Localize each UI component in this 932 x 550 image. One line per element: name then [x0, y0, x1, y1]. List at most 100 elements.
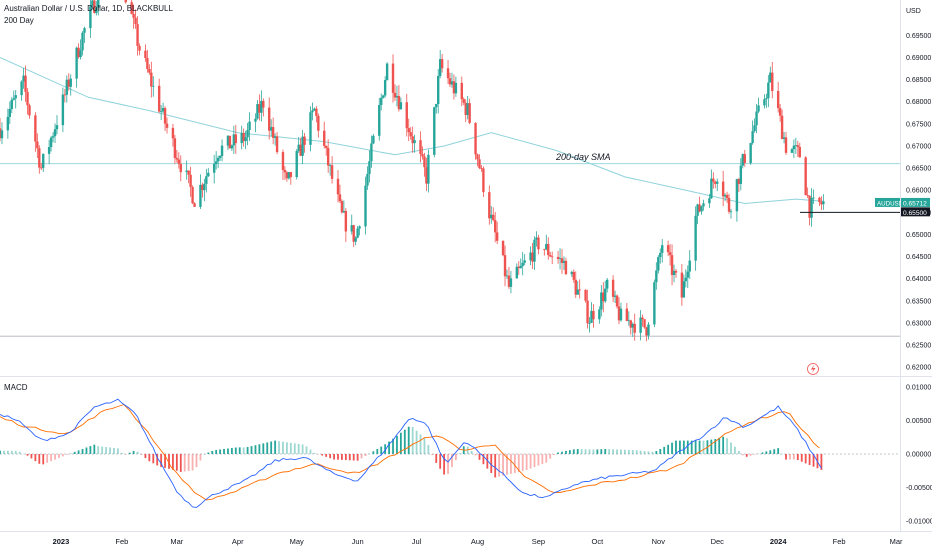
macd-histogram-bar: [274, 440, 277, 454]
time-tick-label: 2023: [53, 537, 70, 546]
candle-body: [619, 308, 623, 321]
indicator-label[interactable]: 200 Day: [4, 16, 34, 25]
candle-body: [218, 156, 222, 158]
macd-histogram-bar: [368, 453, 371, 455]
candle-body: [572, 271, 575, 280]
candle-body: [38, 148, 41, 168]
candle-body: [163, 108, 167, 124]
macd-histogram-bar: [545, 454, 548, 463]
macd-histogram-bar: [651, 451, 654, 454]
candle-body: [657, 257, 660, 271]
candle-body: [625, 308, 629, 321]
lightning-icon: [811, 365, 816, 373]
time-tick-label: Jun: [352, 537, 364, 546]
candle-body: [545, 244, 548, 250]
macd-histogram-bar: [168, 454, 170, 469]
candle-body: [806, 194, 809, 196]
candle-body: [782, 137, 786, 140]
candle-body: [437, 75, 440, 105]
candle-body: [423, 156, 426, 168]
candle-body: [492, 214, 495, 221]
macd-histogram-bar: [344, 454, 347, 461]
macd-histogram-bar: [179, 454, 182, 472]
macd-histogram-bar: [313, 452, 316, 454]
candle-body: [301, 136, 304, 156]
candle-body: [822, 201, 825, 205]
macd-histogram-bar: [54, 454, 56, 460]
macd-histogram-bar: [207, 452, 210, 454]
candle-body: [460, 82, 463, 100]
macd-histogram-bar: [757, 453, 760, 455]
candle-body: [199, 184, 202, 207]
candle-body: [684, 277, 688, 282]
macd-histogram-bar: [321, 454, 324, 456]
candle-body: [364, 185, 367, 227]
macd-label[interactable]: MACD: [4, 383, 28, 392]
symbol-title[interactable]: Australian Dollar / U.S. Dollar, 1D, BLA…: [4, 4, 173, 13]
macd-histogram-bar: [655, 451, 658, 454]
macd-histogram-bar: [745, 454, 748, 457]
price-tick-label: 0.64500: [906, 254, 931, 261]
macd-histogram-bar: [211, 451, 214, 454]
candle-body: [425, 167, 428, 184]
candle-body: [578, 289, 581, 291]
macd-histogram-bar: [246, 447, 249, 454]
candle-body: [63, 94, 67, 96]
candle-body: [438, 59, 442, 76]
macd-histogram-bar: [238, 447, 241, 454]
candle-body: [509, 278, 513, 287]
macd-histogram-bar: [0, 450, 1, 454]
candle-body: [268, 107, 271, 131]
macd-tick-label: -0.00500: [906, 485, 932, 492]
macd-line: [0, 398, 822, 508]
macd-histogram-bar: [172, 454, 174, 470]
macd-histogram-bar: [93, 444, 96, 454]
candle-body: [725, 194, 729, 199]
macd-histogram-bar: [568, 450, 571, 454]
candle-body: [393, 92, 397, 98]
candle-body: [173, 138, 177, 158]
candle-body: [674, 270, 678, 273]
candle-body: [271, 127, 275, 138]
candle-body: [446, 68, 450, 79]
macd-histogram-bar: [113, 447, 115, 454]
macd-histogram-bar: [14, 450, 17, 454]
candle-body: [613, 295, 617, 297]
candle-body: [269, 127, 273, 131]
symbol-tag-label[interactable]: AUDUSD: [877, 200, 904, 207]
candle-body: [798, 146, 801, 158]
candle-body: [370, 143, 373, 162]
candle-body: [584, 289, 587, 301]
price-tick-label: 0.65000: [906, 232, 931, 239]
candle-body: [75, 47, 78, 79]
candle-body: [323, 130, 326, 146]
candle-body: [645, 327, 648, 336]
macd-histogram-bar: [580, 449, 583, 454]
macd-histogram-bar: [183, 454, 186, 472]
candle-body: [187, 170, 190, 175]
candle-body: [254, 118, 257, 122]
candle-body: [493, 220, 497, 233]
candle-body: [232, 134, 236, 146]
macd-histogram-bar: [227, 448, 229, 454]
candle-body: [427, 154, 430, 184]
candle-body: [796, 145, 800, 147]
candle-body: [150, 72, 153, 87]
price-tick-label: 0.66500: [906, 166, 931, 173]
macd-tick-label: 0.01000: [906, 385, 931, 392]
macd-histogram-bar: [199, 454, 202, 461]
macd-histogram-bar: [30, 454, 33, 459]
candle-body: [10, 99, 13, 109]
macd-histogram-bar: [502, 454, 504, 476]
candle-body: [83, 28, 86, 33]
candle-body: [203, 183, 206, 191]
candle-body: [413, 140, 416, 144]
candle-body: [244, 137, 247, 142]
macd-histogram-bar: [608, 449, 611, 454]
candle-body: [93, 0, 96, 13]
candle-body: [289, 172, 293, 178]
macd-tick-label: 0.00500: [906, 418, 931, 425]
candle-body: [205, 176, 208, 184]
currency-label[interactable]: USD: [906, 8, 921, 15]
macd-histogram-bar: [305, 446, 308, 454]
